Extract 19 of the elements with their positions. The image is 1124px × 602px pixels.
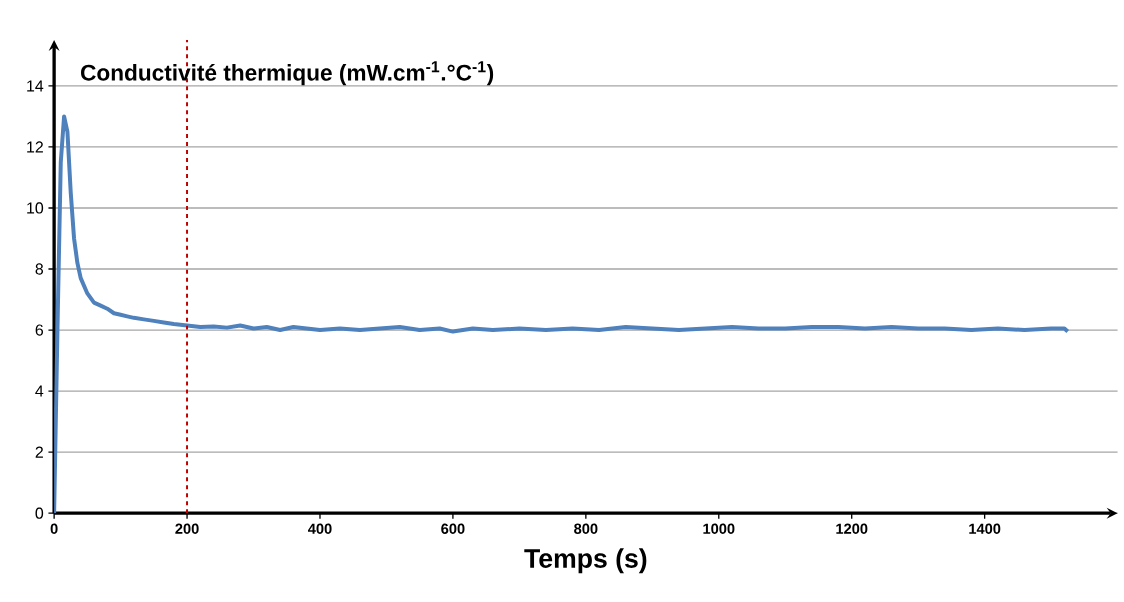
line-series xyxy=(54,114,1070,514)
x-tick-label: 600 xyxy=(441,523,465,534)
x-tick-label: 1400 xyxy=(969,523,1001,534)
y-axis-title: Conductivité thermique (mW.cm$^{-1}$.°C$^{-1}$) xyxy=(81,61,494,86)
x-tick-label: 1000 xyxy=(703,523,735,534)
y-tick-label: 10 xyxy=(27,202,44,214)
x-tick-label: 1200 xyxy=(836,523,868,534)
x-tick-label: 800 xyxy=(574,523,598,534)
y-tick-label: 4 xyxy=(35,385,44,397)
y-tick-label: 14 xyxy=(27,80,44,92)
y-tick-label: 12 xyxy=(27,141,43,153)
x-tick-label: 0 xyxy=(50,523,58,534)
y-tick-label: 2 xyxy=(35,446,43,458)
x-tick-label: 400 xyxy=(308,523,332,534)
x-axis-title: Temps (s) xyxy=(524,548,647,574)
x-tick-label: 200 xyxy=(175,523,199,534)
y-tick-label: 0 xyxy=(35,507,44,519)
y-tick-label: 8 xyxy=(35,263,44,275)
y-tick-label: 6 xyxy=(35,324,44,336)
